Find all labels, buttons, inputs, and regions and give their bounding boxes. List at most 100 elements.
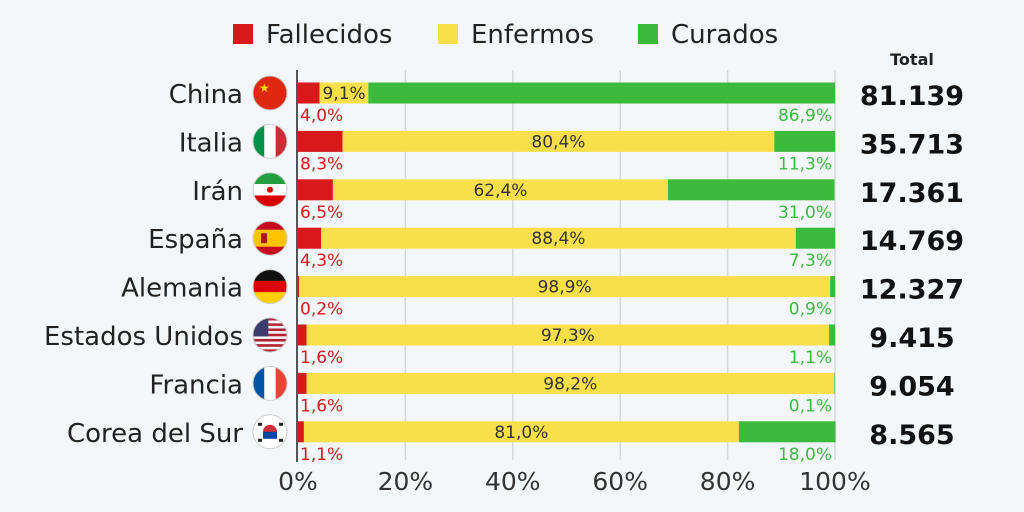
south-korea-flag-icon [252,414,288,450]
category-label: China [169,80,243,110]
rows: China ★ 9,1%4,0% 86,9% 81.139 Italia 80,4% 8,3%… [44,75,964,465]
flag-part [275,124,287,159]
flag-body [253,124,287,159]
flag-emblem [267,186,273,193]
usa-flag-icon [252,317,288,353]
flag-body [253,221,287,256]
row-corea-del-sur: Corea del Sur 81,0% 1,1% 18,0% 8.565 [67,414,955,465]
flag-star: ★ [259,81,270,95]
china-flag-icon: ★ [252,75,288,111]
bar-enfermos [299,276,831,298]
flag-body [253,269,287,304]
label-enfermos: 9,1% [322,84,365,104]
label-curados: 0,1% [789,396,832,416]
bar-curados [830,276,835,298]
flag-part [279,438,283,442]
label-fallecidos: 4,3% [300,251,343,271]
flag-part [275,366,287,401]
label-enfermos: 98,9% [538,278,592,298]
flag-part [253,280,287,293]
category-label: Alemania [121,274,243,304]
flag-part [253,76,287,110]
bar-curados [774,130,835,152]
total-value: 17.361 [860,178,964,209]
category-label: España [148,225,243,255]
bar-fallecidos [298,227,322,249]
row-irán: Irán 62,4% 6,5% 31,0% 17.361 [192,172,964,223]
flag-body [253,366,287,401]
bar-enfermos [319,82,369,104]
flag-part [253,124,265,159]
bar-curados [667,179,835,201]
flag-part [261,233,267,244]
flag-part [253,320,287,324]
bar-fallecidos [298,421,304,443]
flag-part [253,229,287,247]
bar-curados [833,372,835,394]
label-enfermos: 97,3% [541,326,595,346]
label-curados: 86,9% [778,106,832,126]
france-flag-icon [252,365,288,401]
total-value: 14.769 [860,226,964,257]
label-enfermos: 80,4% [531,132,585,152]
flag-border [252,269,288,305]
x-tick-label: 40% [485,467,541,496]
total-value: 12.327 [860,275,964,306]
label-fallecidos: 1,6% [300,396,343,416]
bar-curados [795,227,835,249]
label-curados: 11,3% [778,154,832,174]
label-curados: 1,1% [789,348,832,368]
bar-fallecidos [298,372,307,394]
legend-label-fallecidos: Fallecidos [266,20,392,50]
category-label: Irán [192,177,243,207]
x-tick-label: 100% [799,467,870,496]
total-value: 8.565 [869,420,954,451]
flag-body [253,414,287,449]
total-value: 9.054 [869,371,954,402]
x-tick-label: 60% [592,467,648,496]
total-value: 9.415 [869,323,954,354]
label-enfermos: 62,4% [473,181,527,201]
total-header: Total [890,50,934,69]
legend-swatch-fallecidos [233,24,253,44]
bar-curados [368,82,835,104]
row-estados-unidos: Estados Unidos 97,3% 1,6% 1,1% 9.415 [44,317,955,368]
bar-enfermos [321,227,796,249]
x-tick-label: 20% [378,467,434,496]
flag-part [253,172,287,185]
bar-enfermos [303,421,739,443]
label-curados: 18,0% [778,445,832,465]
flag-border [252,172,288,208]
total-value: 81.139 [860,81,964,112]
flag-border [252,317,288,353]
gridlines [404,70,836,460]
label-enfermos: 88,4% [531,229,585,249]
label-fallecidos: 0,2% [300,300,343,320]
bar-fallecidos [298,82,320,104]
legend-label-curados: Curados [671,20,778,50]
label-curados: 0,9% [789,300,832,320]
flag-body: ★ [253,76,287,110]
label-curados: 31,0% [778,203,832,223]
label-curados: 7,3% [789,251,832,271]
flag-part [264,124,276,159]
flag-border [252,123,288,159]
flag-part [253,349,287,352]
label-fallecidos: 4,0% [300,106,343,126]
flag-part [253,328,287,332]
label-enfermos: 81,0% [494,423,548,443]
flag-part [253,323,287,326]
category-label: Italia [179,128,243,158]
legend-swatch-enfermos [438,24,458,44]
category-label: Corea del Sur [67,419,243,449]
bar-curados [738,421,836,443]
category-label: Francia [149,370,243,400]
bar-fallecidos [298,324,307,346]
flag-part [253,344,287,347]
row-italia: Italia 80,4% 8,3% 11,3% 35.713 [179,123,964,174]
flag-part [253,195,287,207]
bar-fallecidos [298,130,343,152]
row-china: China ★ 9,1%4,0% 86,9% 81.139 [169,75,964,126]
